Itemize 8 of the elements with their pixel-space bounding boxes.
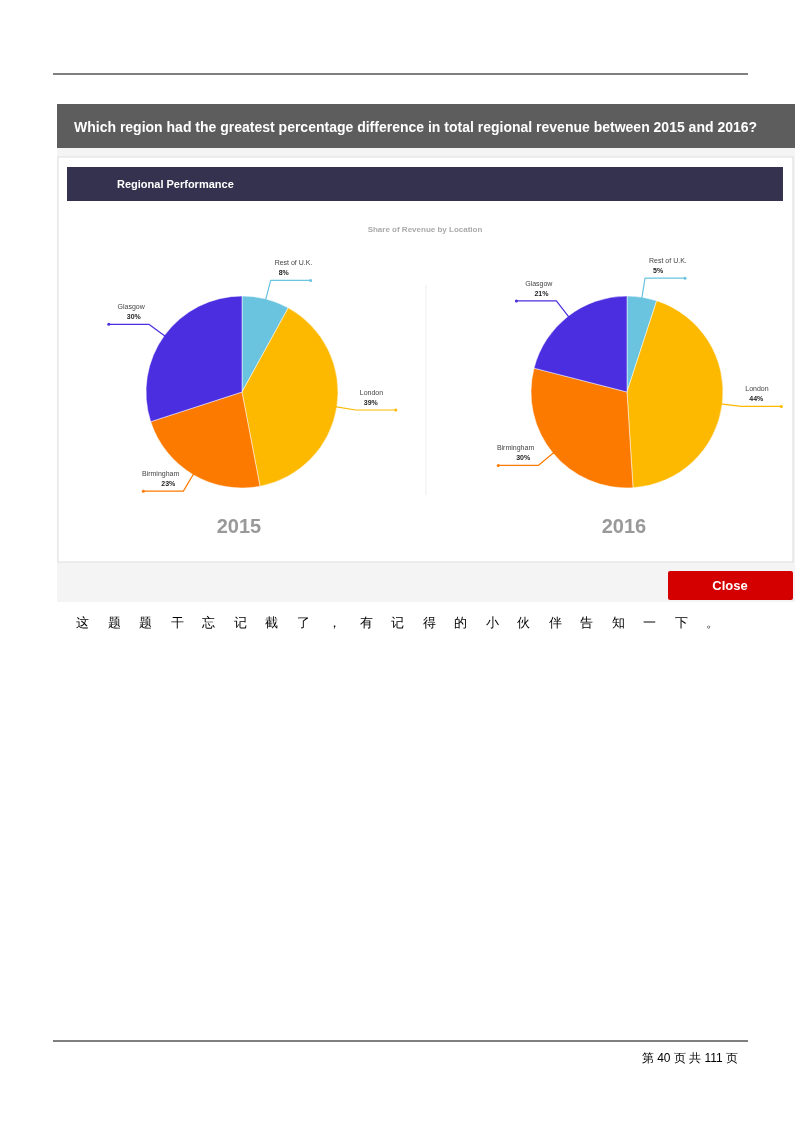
text: 这题题干忘记截了，有记得的小伙伴告知一下。 (76, 615, 738, 630)
text: 2015 (216, 515, 262, 537)
text: Which region had the greatest percentage difference in total regional revenue between 2015 and 2016? (74, 119, 758, 135)
text: 2016 (601, 515, 647, 537)
text: Regional Performance (117, 178, 234, 190)
text: Share of Revenue by Location (367, 225, 483, 234)
text: Close (712, 578, 748, 593)
text: 第 40 页 共 111 页 (641, 1051, 739, 1065)
